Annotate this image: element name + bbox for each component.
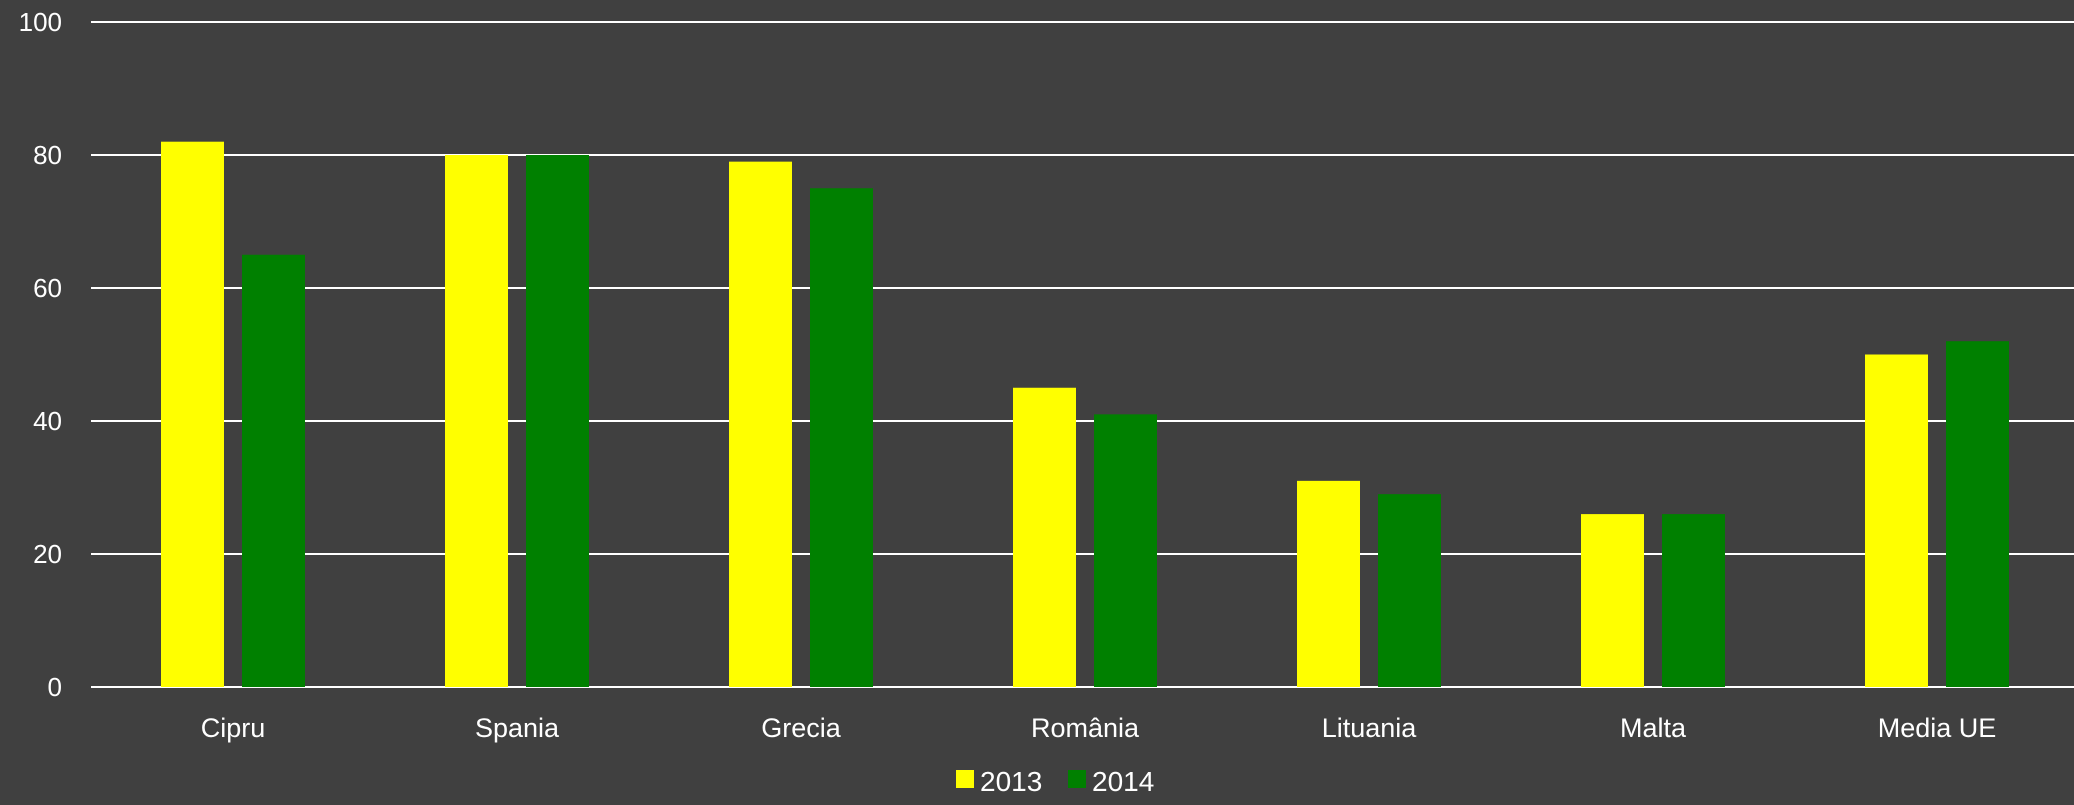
legend-label-2013: 2013	[980, 766, 1042, 797]
bar-2014-3	[1094, 414, 1157, 687]
y-tick-label: 100	[19, 7, 62, 37]
legend-label-2014: 2014	[1092, 766, 1154, 797]
bar-2014-1	[526, 155, 589, 687]
bar-2013-4	[1297, 480, 1360, 687]
bar-2014-2	[810, 188, 873, 687]
x-category-label: Lituania	[1322, 713, 1418, 743]
bar-2013-2	[729, 161, 792, 687]
x-category-label: Cipru	[201, 713, 266, 743]
y-tick-label: 80	[33, 140, 62, 170]
x-category-label: Media UE	[1878, 713, 1997, 743]
gridlines	[91, 21, 2074, 688]
bar-2014-5	[1662, 514, 1725, 687]
y-tick-label: 0	[48, 672, 62, 702]
y-axis-ticks: 0 20 40 60 80 100	[19, 7, 62, 702]
bar-2014-6	[1946, 341, 2009, 687]
bar-2013-5	[1581, 514, 1644, 687]
x-axis-labels: Cipru Spania Grecia România Lituania Malta Med…	[201, 713, 1997, 743]
bar-2014-0	[242, 254, 305, 687]
legend-swatch-2013	[956, 770, 974, 788]
legend-swatch-2014	[1068, 770, 1086, 788]
y-tick-label: 20	[33, 539, 62, 569]
x-category-label: Spania	[475, 713, 560, 743]
x-category-label: România	[1031, 713, 1140, 743]
x-category-label: Malta	[1620, 713, 1687, 743]
x-category-label: Grecia	[761, 713, 842, 743]
y-tick-label: 40	[33, 406, 62, 436]
bar-2013-0	[161, 141, 224, 687]
bars	[161, 141, 2009, 687]
bar-2013-6	[1865, 354, 1928, 687]
y-tick-label: 60	[33, 273, 62, 303]
bar-2013-3	[1013, 387, 1076, 687]
bar-2013-1	[445, 155, 508, 687]
legend: 2013 2014	[956, 766, 1154, 797]
bar-2014-4	[1378, 494, 1441, 687]
